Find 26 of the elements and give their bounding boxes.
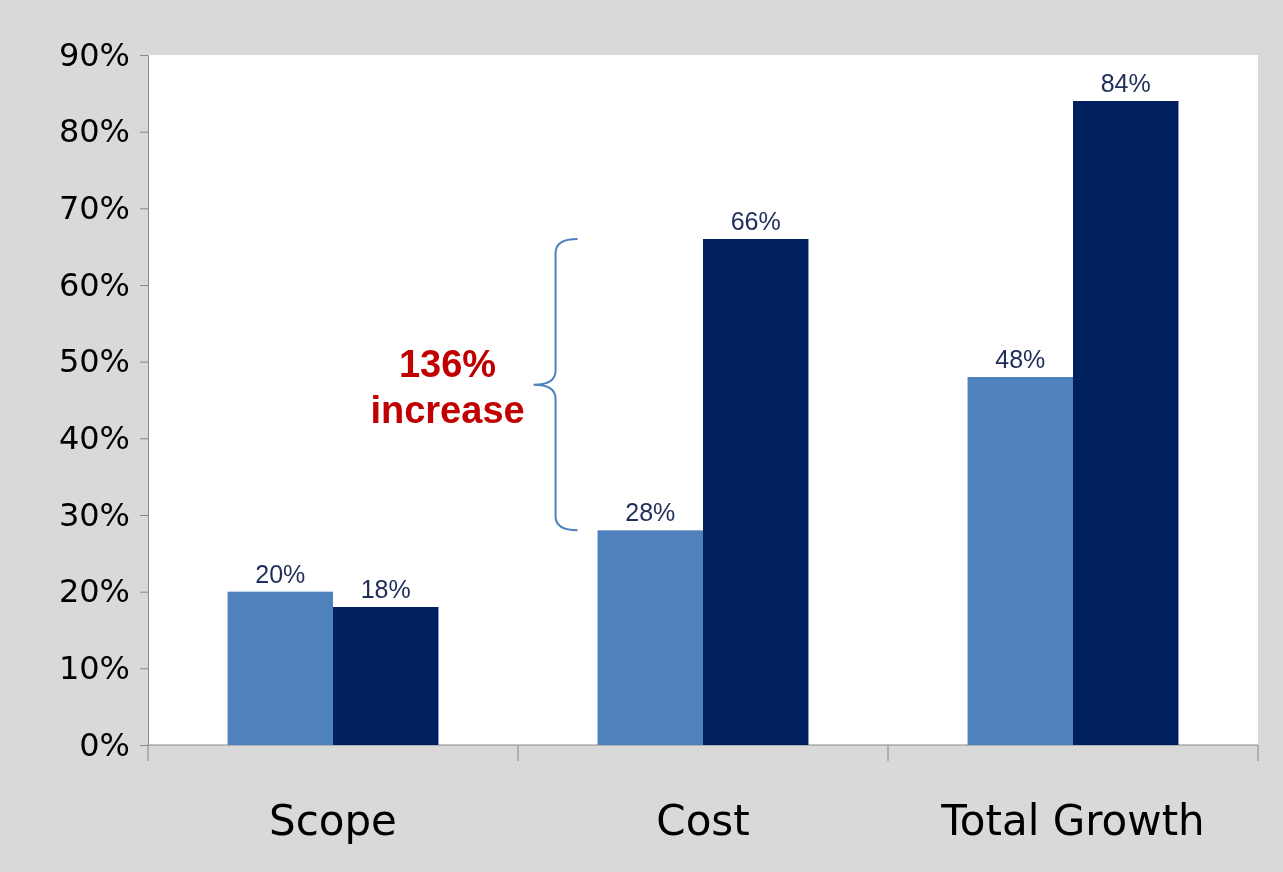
y-tick-label: 80%	[58, 112, 130, 151]
y-tick-label: 30%	[58, 495, 130, 534]
y-tick-label: 70%	[58, 189, 130, 228]
y-tick-label: 0%	[79, 725, 130, 764]
data-label: 48%	[995, 345, 1046, 373]
y-tick-label: 40%	[58, 419, 130, 458]
data-label: 84%	[1100, 69, 1151, 97]
y-tick-label: 50%	[58, 342, 130, 381]
x-tick-label: Total Growth	[940, 796, 1205, 845]
bar	[597, 530, 703, 745]
x-tick-label: Scope	[269, 796, 397, 845]
x-tick-label: Cost	[656, 796, 750, 845]
data-label: 18%	[360, 575, 411, 603]
bar	[227, 591, 333, 745]
data-label: 66%	[730, 207, 781, 235]
data-label: 28%	[625, 498, 676, 527]
annotation: 136% increase	[370, 342, 525, 431]
bar	[967, 377, 1073, 745]
y-tick-label: 90%	[58, 35, 130, 74]
data-label: 20%	[255, 559, 306, 588]
bar	[703, 239, 809, 745]
y-tick-label: 10%	[58, 649, 130, 688]
y-tick-label: 60%	[58, 265, 130, 304]
bar	[333, 607, 439, 745]
bar	[1073, 101, 1179, 745]
y-tick-label: 20%	[58, 572, 130, 611]
